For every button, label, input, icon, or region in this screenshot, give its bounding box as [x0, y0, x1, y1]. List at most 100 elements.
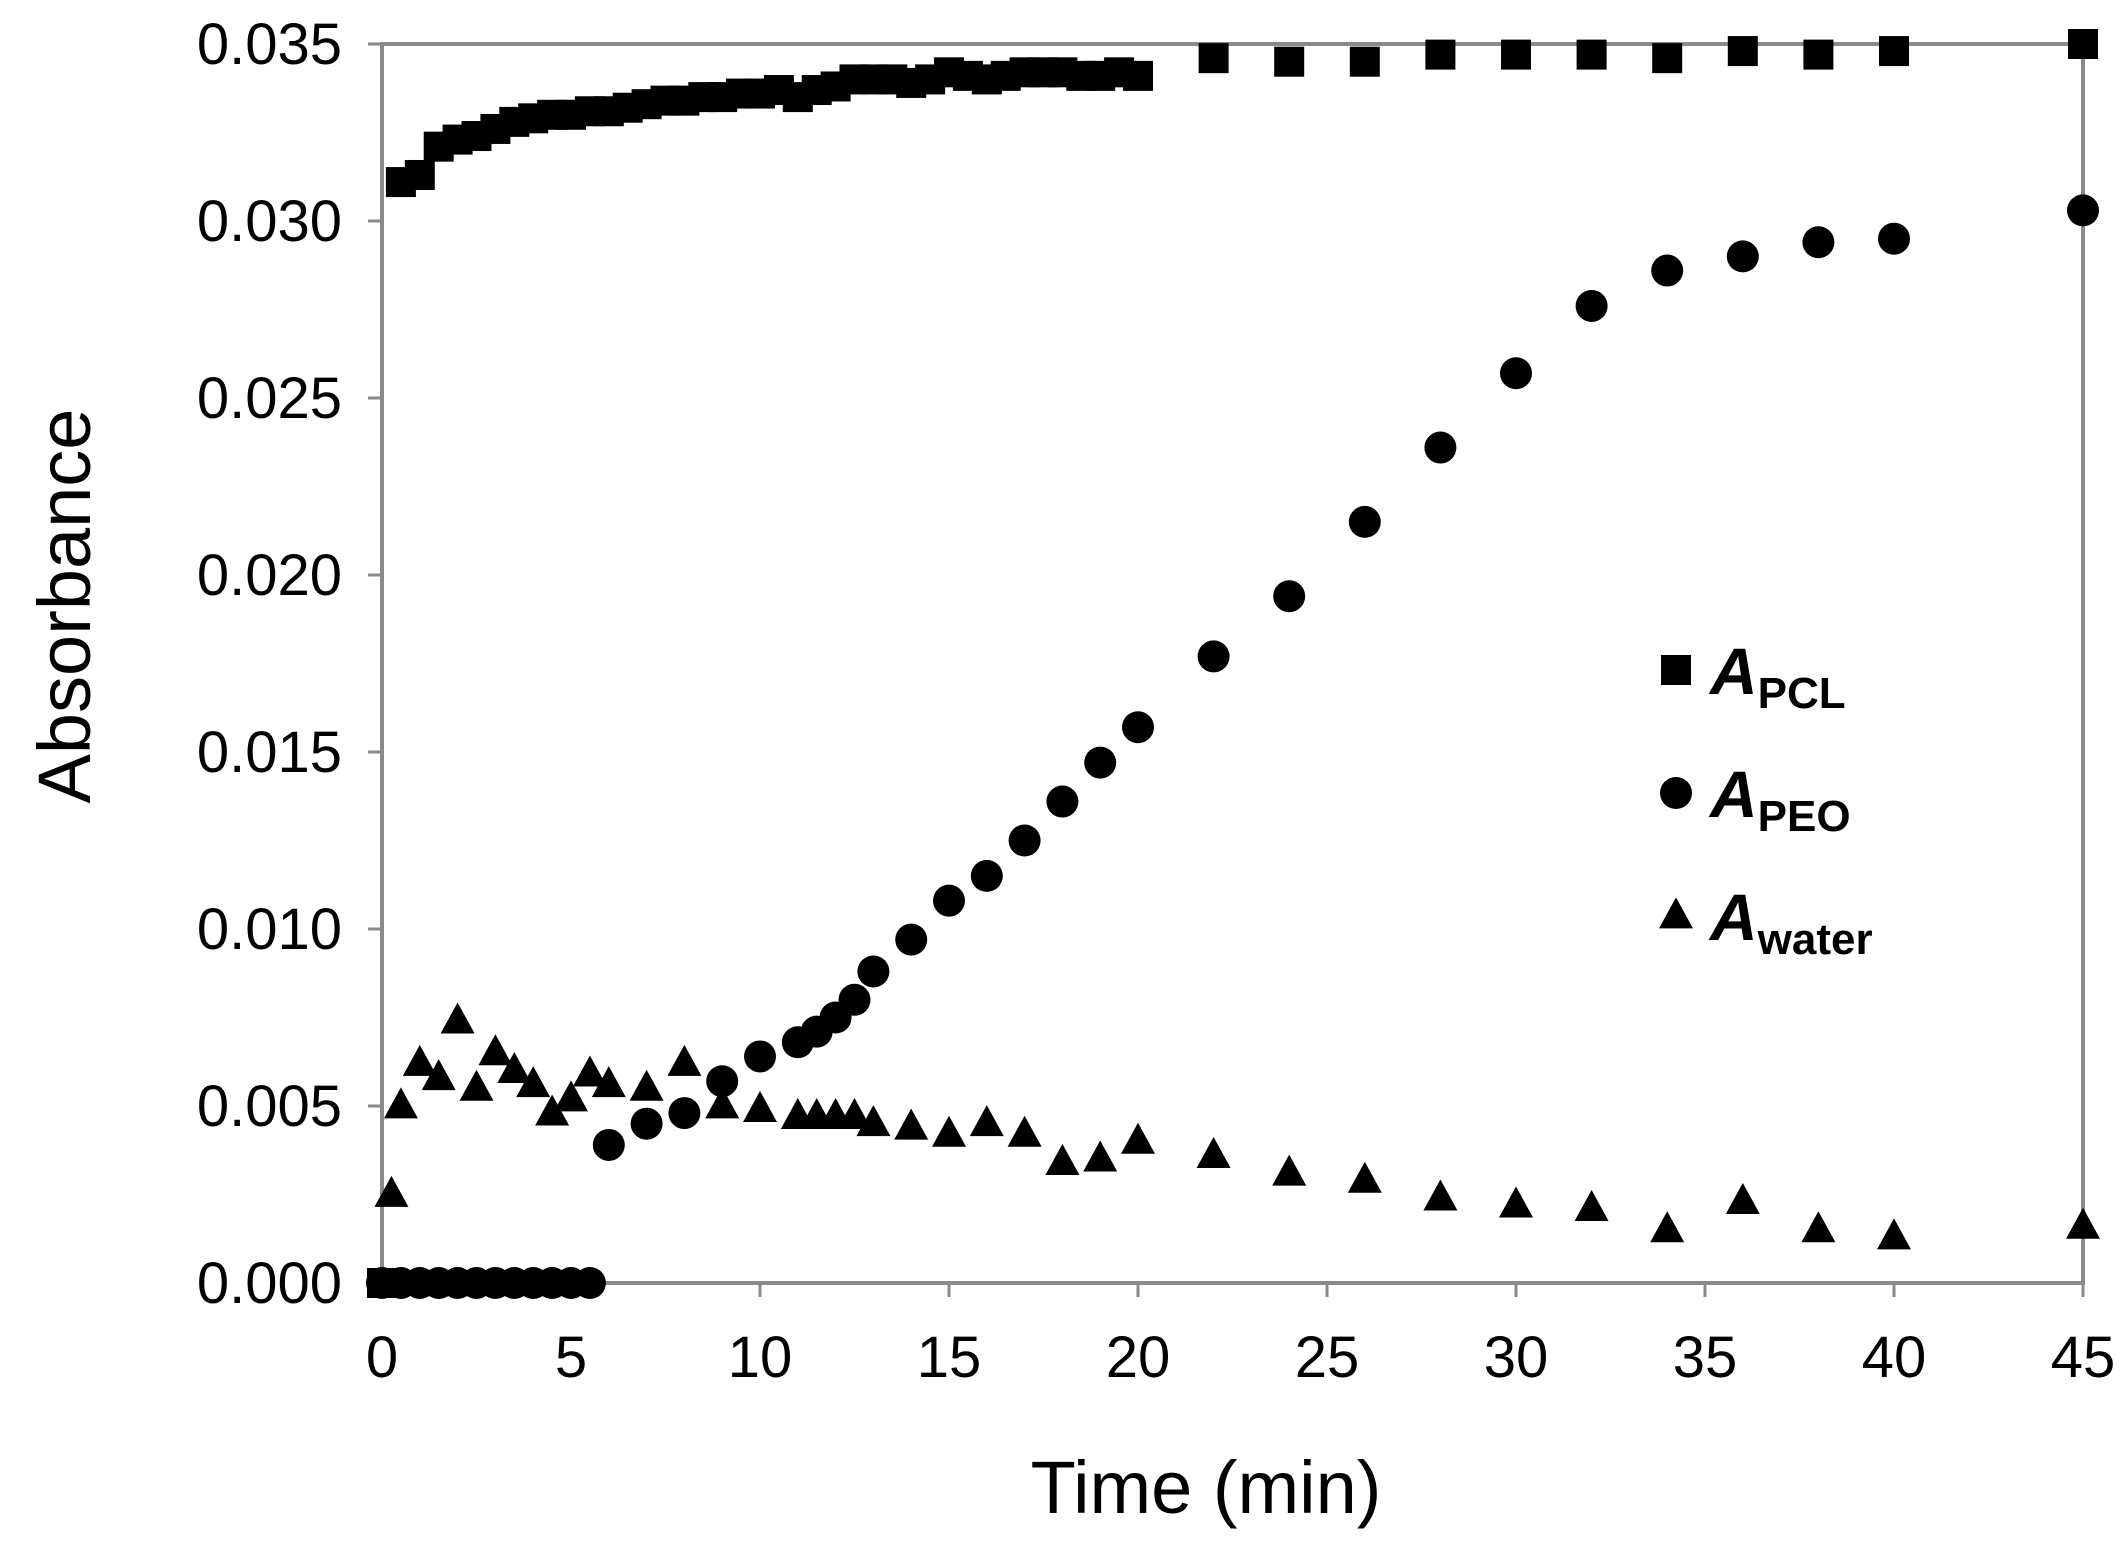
peo-point	[857, 955, 890, 988]
x-tick-label: 35	[1673, 1325, 1738, 1390]
water-point	[705, 1087, 740, 1119]
peo-point	[744, 1040, 776, 1073]
water-point	[1007, 1115, 1042, 1147]
peo-point	[1084, 746, 1117, 779]
x-tick-label: 40	[1862, 1325, 1927, 1390]
water-point	[629, 1069, 664, 1101]
x-tick-label: 5	[555, 1325, 587, 1390]
x-tick-label: 30	[1484, 1325, 1549, 1390]
x-axis-title: Time (min)	[1031, 1446, 1382, 1529]
y-tick-label: 0.035	[197, 12, 342, 77]
water-point	[459, 1069, 494, 1101]
series-layer	[366, 29, 2100, 1299]
peo-point	[1726, 240, 1759, 273]
pcl-point	[1123, 60, 1153, 91]
water-point	[1423, 1179, 1458, 1211]
series-water	[374, 1002, 2100, 1250]
legend-label-pcl: APCL	[1708, 634, 1846, 718]
peo-point	[1122, 711, 1154, 744]
peo-point	[895, 923, 928, 956]
y-axis: 0.000 0.005 0.010 0.015 0.020 0.025 0.030 0.035	[197, 12, 382, 1316]
water-point	[1725, 1182, 1760, 1214]
peo-point	[933, 884, 965, 917]
legend-label-main: A	[1708, 880, 1758, 954]
peo-point	[1197, 640, 1230, 673]
water-point	[591, 1066, 626, 1098]
pcl-point	[404, 159, 435, 190]
peo-point	[1651, 254, 1684, 287]
legend-label-peo: APEO	[1708, 757, 1851, 841]
peo-point	[1424, 431, 1457, 464]
y-tick-label: 0.025	[197, 366, 342, 431]
y-axis-title: Absorbance	[23, 409, 106, 804]
peo-point	[1802, 226, 1835, 259]
water-point	[667, 1044, 702, 1076]
water-point	[1877, 1218, 1911, 1250]
peo-point	[2067, 194, 2099, 227]
legend-item-peo: APEO	[1660, 757, 1851, 841]
y-tick-label: 0.020	[197, 543, 342, 608]
water-point	[894, 1108, 929, 1140]
pcl-point	[1576, 39, 1607, 70]
water-point	[1347, 1161, 1382, 1193]
pcl-point	[1274, 46, 1305, 77]
water-point	[497, 1052, 532, 1083]
water-point	[1650, 1211, 1685, 1243]
peo-point	[1500, 357, 1532, 390]
y-tick-label: 0.010	[197, 897, 342, 962]
water-point	[1574, 1190, 1609, 1222]
water-point	[383, 1087, 418, 1119]
water-point	[1045, 1144, 1080, 1176]
x-axis: 0 5 10 15 20 25 30 35 40 45	[366, 1283, 2115, 1390]
peo-point	[1046, 785, 1079, 818]
y-tick-label: 0.000	[197, 1251, 342, 1316]
pcl-point	[1501, 39, 1531, 70]
peo-point	[970, 859, 1003, 892]
pcl-point	[1879, 36, 1909, 67]
x-tick-label: 15	[917, 1325, 982, 1390]
x-tick-label: 0	[366, 1325, 398, 1390]
water-point	[1499, 1186, 1533, 1218]
peo-point	[1575, 289, 1608, 322]
pcl-point	[1349, 46, 1380, 77]
peo-point	[838, 983, 871, 1016]
legend-marker-peo	[1660, 777, 1692, 809]
water-point	[1083, 1140, 1118, 1172]
pcl-point	[2068, 29, 2098, 59]
x-tick-label: 45	[2051, 1325, 2116, 1390]
legend-label-subscript: PCL	[1758, 669, 1846, 718]
x-tick-label: 25	[1295, 1325, 1360, 1390]
pcl-point	[1652, 43, 1683, 74]
legend-label-subscript: PEO	[1758, 792, 1851, 841]
water-point	[969, 1105, 1004, 1137]
y-tick-label: 0.015	[197, 720, 342, 785]
water-point	[402, 1044, 437, 1076]
peo-point	[573, 1267, 606, 1299]
pcl-point	[1425, 39, 1456, 70]
water-point	[1121, 1122, 1155, 1154]
series-pcl	[367, 29, 2098, 1298]
legend-label-subscript: water	[1757, 915, 1873, 964]
plot-frame	[380, 42, 2085, 1285]
pcl-point	[1727, 36, 1758, 67]
peo-point	[630, 1107, 663, 1140]
x-tick-label: 20	[1106, 1325, 1171, 1390]
water-point	[554, 1080, 588, 1112]
legend-label-water: Awater	[1708, 880, 1873, 964]
pcl-point	[1198, 43, 1229, 74]
peo-point	[706, 1065, 739, 1098]
legend-item-pcl: APCL	[1661, 634, 1846, 718]
y-tick-label: 0.030	[197, 189, 342, 254]
series-peo	[366, 194, 2099, 1299]
legend-label-main: A	[1708, 757, 1758, 831]
y-tick-label: 0.005	[197, 1074, 342, 1139]
water-point	[440, 1002, 475, 1034]
peo-point	[592, 1128, 625, 1161]
water-point	[837, 1098, 872, 1130]
water-point	[856, 1105, 891, 1137]
water-point	[478, 1034, 513, 1066]
peo-point	[1008, 824, 1041, 857]
